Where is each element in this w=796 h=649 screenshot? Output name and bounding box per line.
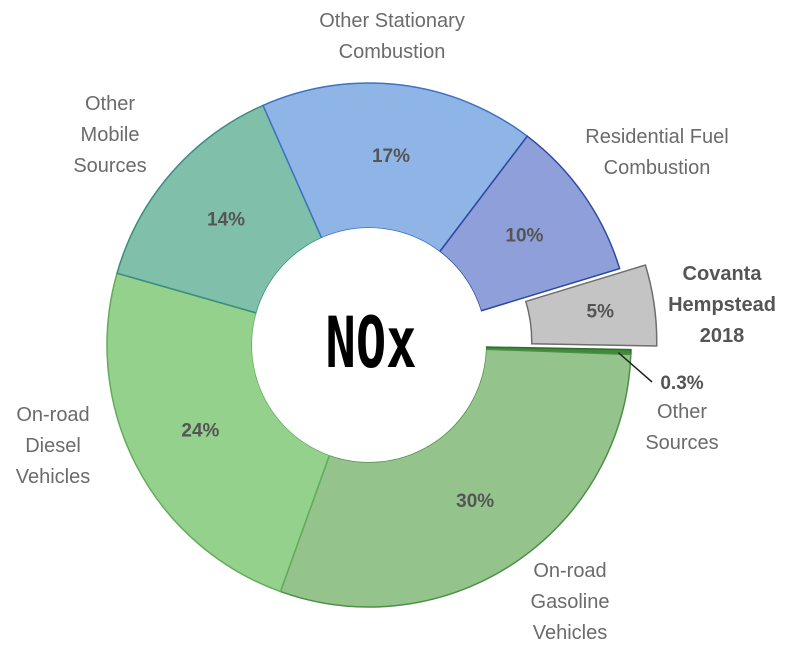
category-label: On-road Diesel Vehicles xyxy=(15,404,91,488)
value-label: 14% xyxy=(207,210,245,231)
value-label: 30% xyxy=(456,491,494,512)
category-label: On-road Gasoline Vehicles xyxy=(530,560,610,644)
category-label: Residential Fuel Combustion xyxy=(585,126,729,179)
value-label: 5% xyxy=(587,302,615,323)
leader-line xyxy=(617,352,653,383)
value-label: 0.3% xyxy=(660,373,703,394)
donut-hole xyxy=(252,228,486,462)
donut-slice xyxy=(524,264,658,347)
category-label: Other Sources xyxy=(645,401,719,454)
category-label: Covanta Hempstead 2018 xyxy=(668,263,776,347)
category-label: Other Mobile Sources xyxy=(73,93,147,177)
center-label: NOx xyxy=(325,303,416,385)
value-label: 10% xyxy=(505,226,543,247)
category-label: Other Stationary Combustion xyxy=(319,10,465,63)
value-label: 17% xyxy=(372,146,410,167)
value-label: 24% xyxy=(181,421,219,442)
